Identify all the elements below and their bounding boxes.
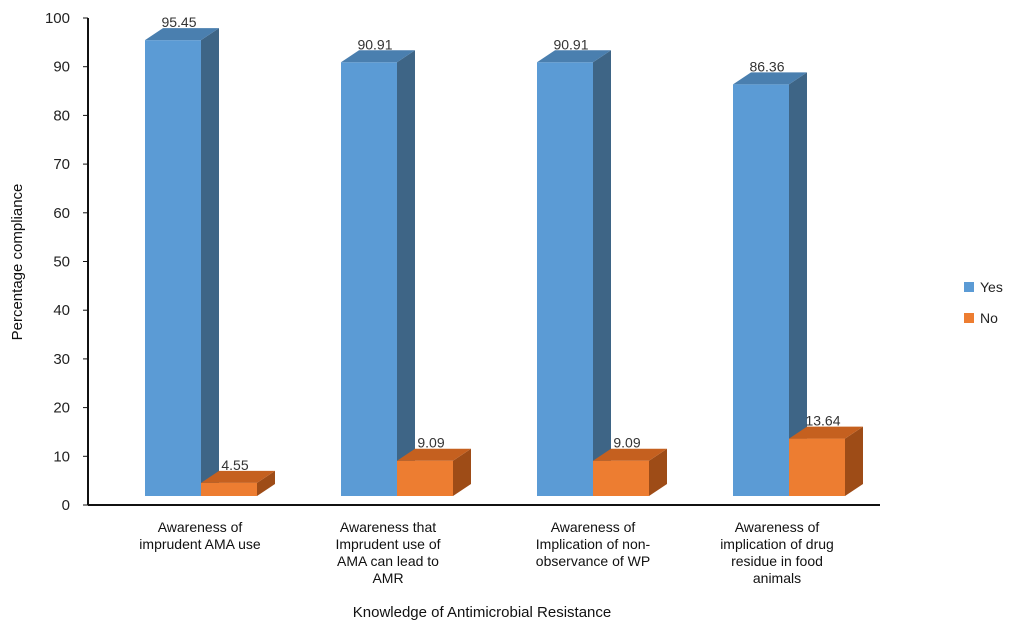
bar-side: [201, 28, 219, 496]
bar-yes-1: [145, 28, 219, 496]
data-label: 90.91: [357, 36, 392, 52]
bar-side: [453, 448, 471, 496]
bar-yes-2: [341, 50, 415, 496]
bar-side: [257, 470, 275, 496]
bar-top: [145, 28, 219, 41]
x-axis-title: Knowledge of Antimicrobial Resistance: [353, 604, 611, 621]
legend-label: No: [980, 310, 998, 326]
bar-front: [201, 482, 257, 496]
legend: Yes No: [964, 279, 1003, 326]
y-tick-label: 70: [53, 156, 70, 173]
y-tick-label: 20: [53, 400, 70, 417]
legend-item-no: No: [964, 310, 998, 326]
bar-front: [593, 460, 649, 496]
x-category-label: Awareness of Implication of non-observanc…: [536, 519, 651, 569]
x-category-label: Awareness of imprudent AMA use: [139, 519, 261, 552]
bar-side: [649, 448, 667, 496]
bar-no-2: [397, 448, 471, 496]
y-tick-label: 90: [53, 59, 70, 76]
bar-top: [341, 50, 415, 63]
data-label: 90.91: [553, 36, 588, 52]
data-label: 13.64: [805, 413, 840, 429]
axes: 0 10 20 30 40 50 60 70 80 90 100: [45, 10, 880, 514]
y-tick-label: 10: [53, 448, 70, 465]
bar-top: [397, 448, 471, 461]
y-tick-label: 40: [53, 302, 70, 319]
data-label: 95.45: [161, 14, 196, 30]
y-tick-label: 60: [53, 205, 70, 222]
bar-side: [789, 72, 807, 496]
bar-top: [593, 448, 667, 461]
bar-front: [537, 62, 593, 496]
bar-yes-3: [537, 50, 611, 496]
data-label: 9.09: [613, 435, 640, 451]
y-tick-label: 80: [53, 107, 70, 124]
bar-no-4: [789, 426, 863, 496]
data-label: 86.36: [749, 58, 784, 74]
bars: [145, 28, 863, 496]
y-tick-label: 0: [62, 497, 70, 514]
y-tick-label: 100: [45, 10, 70, 27]
bar-front: [397, 460, 453, 496]
bar-yes-4: [733, 72, 807, 496]
legend-label: Yes: [980, 279, 1003, 295]
bar-front: [341, 62, 397, 496]
bar-front: [733, 84, 789, 496]
bar-top: [789, 426, 863, 439]
bar-side: [593, 50, 611, 496]
bar-front: [789, 438, 845, 496]
y-tick-label: 50: [53, 254, 70, 271]
bar-side: [397, 50, 415, 496]
bar-top: [201, 470, 275, 483]
bar-side: [845, 426, 863, 496]
x-category-label: Awareness of implication of drug residue i…: [720, 519, 834, 586]
bar-no-1: [201, 470, 275, 496]
legend-item-yes: Yes: [964, 279, 1003, 295]
x-category-label: Awareness that Imprudent use of AMA can le…: [335, 519, 440, 586]
category-labels: Awareness of imprudent AMA use Awareness t…: [139, 519, 834, 586]
legend-swatch: [964, 313, 974, 323]
y-axis-title: Percentage compliance: [9, 184, 26, 341]
data-label: 4.55: [221, 457, 248, 473]
data-label: 9.09: [417, 435, 444, 451]
legend-swatch: [964, 282, 974, 292]
data-labels: 95.45 90.91 90.91 86.36 4.55 9.09 9.09 13.64: [161, 14, 840, 473]
bar-no-3: [593, 448, 667, 496]
bar-top: [537, 50, 611, 63]
bar-front: [145, 40, 201, 496]
bar-top: [733, 72, 807, 85]
y-tick-label: 30: [53, 351, 70, 368]
